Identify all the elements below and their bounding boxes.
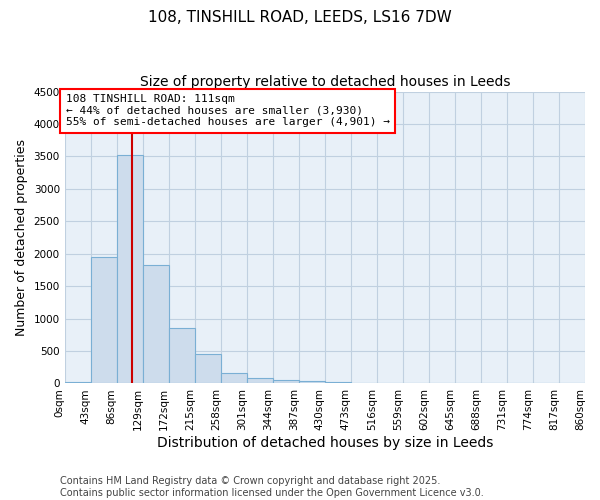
Bar [65,382,91,384]
X-axis label: Distribution of detached houses by size in Leeds: Distribution of detached houses by size … [157,436,493,450]
Bar [299,381,325,384]
Bar [91,257,117,384]
Bar [247,378,273,384]
Text: Contains HM Land Registry data © Crown copyright and database right 2025.
Contai: Contains HM Land Registry data © Crown c… [60,476,484,498]
Text: 108 TINSHILL ROAD: 111sqm
← 44% of detached houses are smaller (3,930)
55% of se: 108 TINSHILL ROAD: 111sqm ← 44% of detac… [66,94,390,128]
Bar [221,373,247,384]
Title: Size of property relative to detached houses in Leeds: Size of property relative to detached ho… [140,75,510,89]
Text: 108, TINSHILL ROAD, LEEDS, LS16 7DW: 108, TINSHILL ROAD, LEEDS, LS16 7DW [148,10,452,25]
Bar [325,382,351,384]
Bar [117,155,143,384]
Y-axis label: Number of detached properties: Number of detached properties [15,139,28,336]
Bar [169,328,195,384]
Bar [143,266,169,384]
Bar [195,354,221,384]
Bar [273,380,299,384]
